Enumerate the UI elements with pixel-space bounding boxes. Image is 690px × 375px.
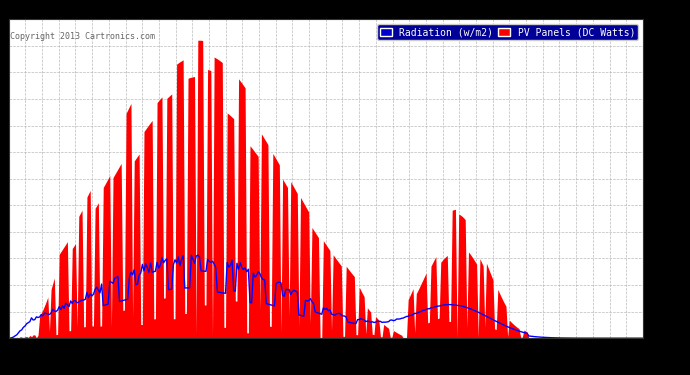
Legend: Radiation (w/m2), PV Panels (DC Watts): Radiation (w/m2), PV Panels (DC Watts) — [377, 24, 638, 40]
Text: Copyright 2013 Cartronics.com: Copyright 2013 Cartronics.com — [10, 32, 155, 41]
Title: Total PV Power & Solar Radiation Thu Jun 27 20:39: Total PV Power & Solar Radiation Thu Jun… — [127, 4, 524, 18]
